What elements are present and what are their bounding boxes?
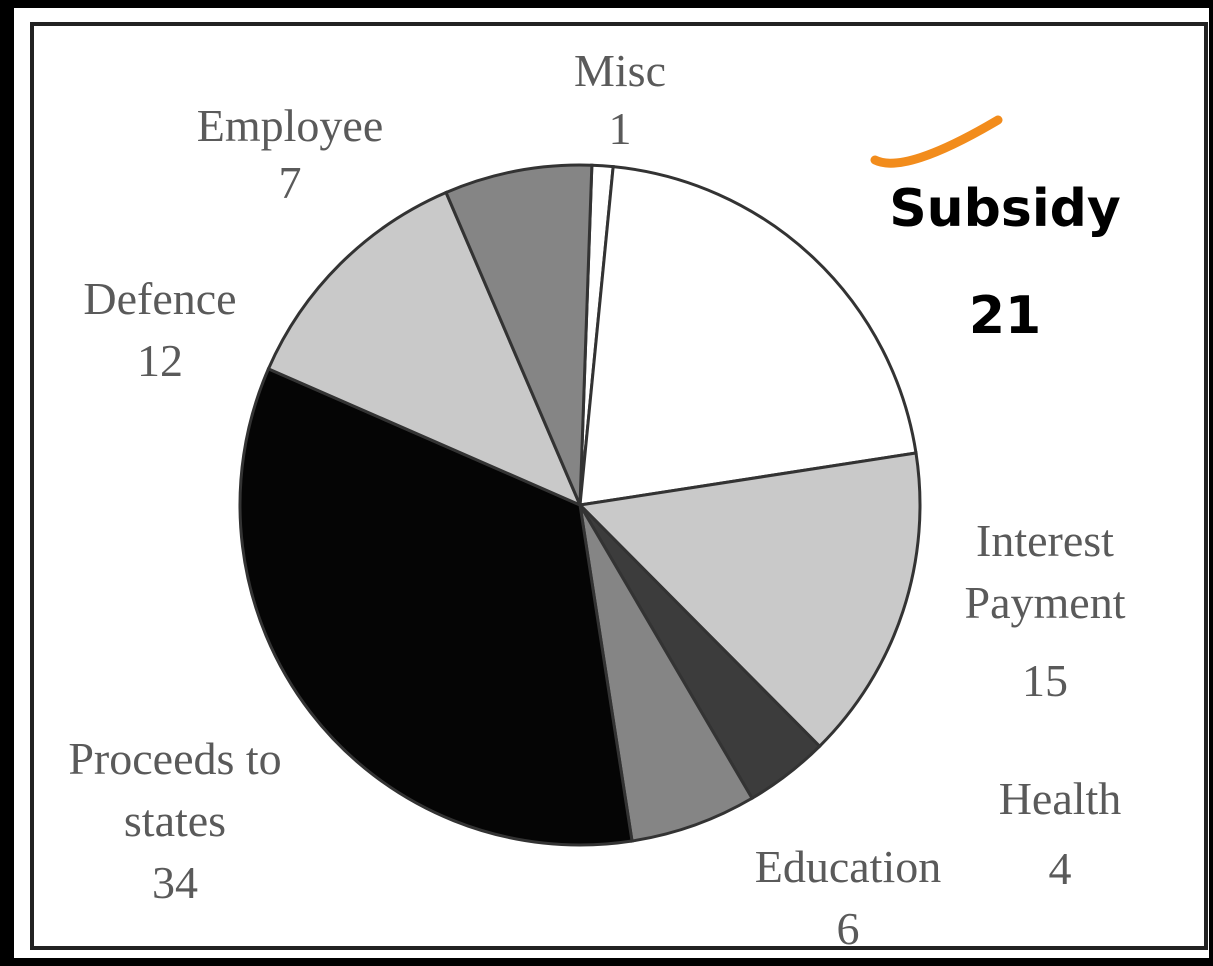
slice-value: 4 bbox=[1048, 843, 1072, 894]
slice-label: Health bbox=[998, 773, 1122, 824]
pie-slice bbox=[578, 504, 755, 843]
slice-label: Employee bbox=[196, 100, 384, 151]
chart-frame bbox=[30, 22, 1208, 950]
slice-value: 6 bbox=[836, 903, 860, 954]
slice-label: Education bbox=[754, 841, 942, 892]
slice-value: 15 bbox=[1022, 655, 1068, 706]
slice-value: 1 bbox=[608, 103, 632, 154]
slice-value: 12 bbox=[137, 335, 183, 386]
slice-label: Interest Payment bbox=[964, 515, 1126, 628]
slice-value: 7 bbox=[278, 157, 302, 208]
slice-label: Proceeds to states bbox=[68, 733, 282, 846]
slice-value: 34 bbox=[152, 857, 198, 908]
slice-label: Defence bbox=[83, 273, 237, 324]
pie-slice bbox=[238, 366, 634, 847]
pie-slice bbox=[266, 190, 583, 508]
check-mark bbox=[870, 115, 1003, 168]
slice-value: 21 bbox=[968, 286, 1042, 346]
slice-label: Subsidy bbox=[889, 179, 1121, 239]
pie-slice bbox=[444, 163, 594, 506]
pie-slice bbox=[576, 451, 922, 749]
pie-slice bbox=[578, 164, 918, 507]
slice-label: Misc bbox=[574, 45, 666, 96]
